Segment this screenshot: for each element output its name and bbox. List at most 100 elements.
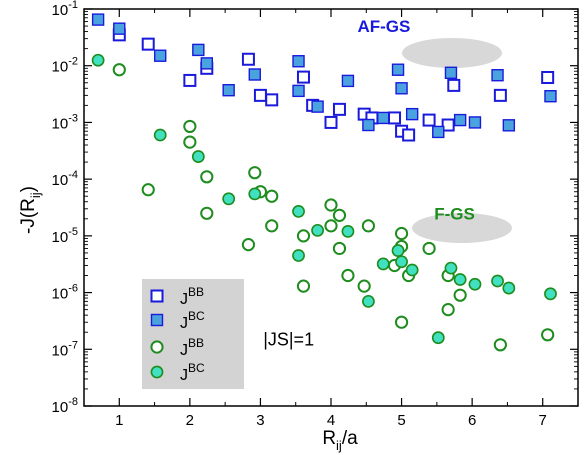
point-s3-15: [444, 261, 458, 275]
point-s2-4: [200, 170, 214, 184]
annotations: AF-GS F-GS |JS|=1: [263, 17, 475, 349]
legend-marker-0: [150, 289, 164, 303]
legend-entry-0: JBB: [150, 285, 204, 308]
x-tick-label: 4: [327, 412, 335, 429]
annotation-0: AF-GS: [357, 17, 410, 36]
legend-label-0: JBB: [180, 285, 204, 308]
point-s1-5: [222, 84, 235, 97]
point-s1-19: [468, 116, 482, 129]
point-s2-11: [296, 229, 311, 243]
x-tick-label: 5: [397, 412, 405, 429]
x-tick-label: 7: [539, 412, 547, 429]
point-s3-2: [191, 150, 205, 163]
legend-label-3: JBC: [180, 361, 205, 384]
point-s2-12: [296, 279, 311, 293]
point-s3-3: [222, 192, 236, 206]
point-s0-7: [296, 70, 310, 84]
point-s3-9: [362, 294, 375, 308]
y-tick-label: 10-3: [52, 112, 78, 132]
point-s1-20: [491, 69, 504, 82]
point-s1-22: [544, 90, 557, 103]
y-tick-label: 10-5: [52, 226, 78, 246]
point-s3-4: [248, 187, 262, 201]
point-s2-1: [141, 183, 155, 197]
point-s3-17: [468, 277, 482, 291]
series-3: [91, 53, 557, 345]
point-s0-18: [447, 78, 461, 92]
point-s3-16: [453, 273, 467, 286]
series-1: [91, 13, 557, 139]
point-s1-21: [502, 119, 516, 132]
point-s0-19: [493, 88, 507, 102]
point-s0-13: [388, 111, 402, 125]
point-s3-20: [544, 287, 557, 301]
point-s1-3: [192, 43, 205, 57]
point-s2-21: [394, 226, 409, 241]
point-s2-19: [361, 219, 376, 233]
point-s3-11: [391, 244, 405, 257]
point-s2-16: [332, 241, 347, 256]
point-s1-7: [292, 55, 305, 68]
point-s1-4: [200, 57, 213, 70]
point-s2-25: [422, 241, 436, 256]
legend-label-1: JBC: [180, 309, 205, 332]
point-s3-12: [395, 255, 408, 269]
point-s2-5: [200, 206, 214, 220]
x-tick-label: 2: [186, 412, 194, 429]
point-s0-6: [265, 93, 279, 107]
point-s1-13: [391, 63, 405, 76]
point-s1-16: [432, 125, 445, 139]
y-axis-label: -J(Rij): [18, 186, 43, 234]
point-s0-9: [324, 115, 338, 129]
y-tick-label: 10-7: [52, 339, 78, 359]
point-s1-14: [395, 82, 408, 95]
point-s1-2: [154, 49, 167, 62]
point-s2-3: [183, 135, 197, 149]
point-s3-10: [376, 257, 390, 271]
annotation-bubbles: [402, 38, 512, 243]
tick-labels: 1 2 3 4 5 6 7 10-8 10-7 10-6 10-5 10-4 10-3 10-2 10-1: [52, 0, 547, 429]
point-s1-15: [405, 107, 419, 121]
point-s3-5: [292, 204, 305, 218]
point-s2-18: [357, 279, 371, 293]
point-s3-18: [491, 274, 504, 288]
legend-label-2: JBB: [180, 336, 204, 359]
point-s3-6: [292, 249, 305, 262]
point-s1-11: [362, 118, 375, 132]
legend-marker-1: [150, 313, 164, 327]
point-s1-1: [113, 22, 126, 35]
point-s3-7: [311, 223, 324, 237]
y-tick-label: 10-6: [52, 283, 78, 303]
point-s3-8: [341, 224, 355, 238]
legend-marker-3: [150, 365, 164, 379]
point-s2-29: [493, 338, 507, 352]
point-s2-6: [241, 238, 256, 252]
legend-entry-1: JBC: [150, 309, 205, 332]
f-gs-bubble: [412, 213, 512, 243]
point-s0-2: [183, 73, 197, 87]
x-tick-label: 1: [115, 412, 123, 429]
y-tick-label: 10-8: [52, 396, 78, 416]
x-axis-label: Rij/a: [322, 428, 358, 453]
x-tick-label: 3: [256, 412, 264, 429]
point-s1-10: [341, 74, 355, 88]
point-s1-8: [292, 84, 305, 98]
af-gs-bubble: [402, 38, 502, 68]
point-s2-2: [183, 119, 197, 134]
point-s1-18: [453, 113, 467, 127]
legend-marker-2: [150, 340, 164, 354]
point-s1-6: [248, 68, 261, 81]
point-s2-28: [453, 288, 467, 302]
legend-entry-3: JBC: [150, 361, 205, 384]
point-s0-16: [422, 113, 436, 127]
point-s0-5: [253, 88, 267, 102]
point-s2-7: [248, 166, 262, 180]
point-s0-15: [402, 128, 416, 142]
point-s0-4: [241, 52, 255, 66]
point-s0-10: [332, 102, 346, 116]
plot-markers: [91, 13, 557, 352]
point-s1-9: [311, 100, 324, 113]
y-tick-label: 10-1: [52, 0, 78, 19]
point-s2-15: [332, 208, 347, 222]
